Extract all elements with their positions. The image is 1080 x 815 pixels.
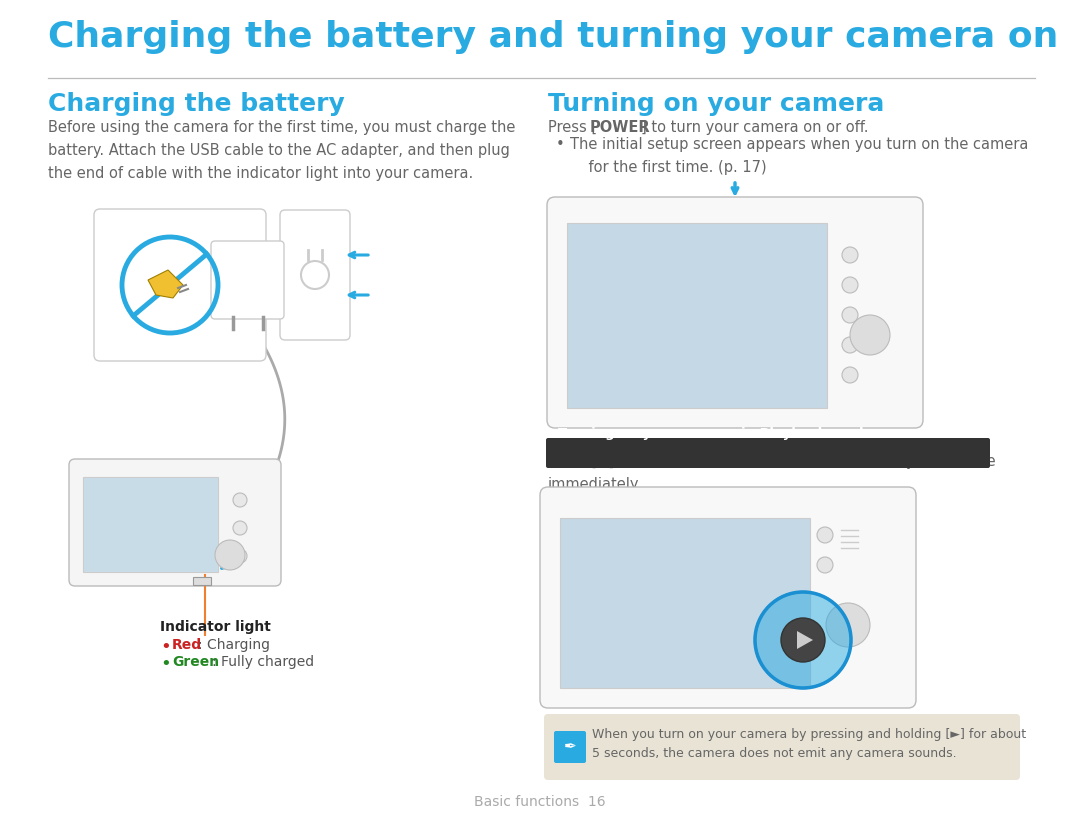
Text: Turning on your camera in Playback mode: Turning on your camera in Playback mode	[558, 427, 873, 440]
Circle shape	[781, 618, 825, 662]
Circle shape	[816, 557, 833, 573]
Circle shape	[842, 337, 858, 353]
Text: Charging the battery: Charging the battery	[48, 92, 345, 116]
FancyBboxPatch shape	[540, 487, 916, 708]
Text: •: •	[160, 655, 171, 673]
FancyBboxPatch shape	[546, 438, 990, 468]
Circle shape	[850, 315, 890, 355]
FancyBboxPatch shape	[544, 714, 1020, 780]
Text: Charging the battery and turning your camera on: Charging the battery and turning your ca…	[48, 20, 1058, 54]
Text: Red: Red	[172, 638, 202, 652]
Text: POWER: POWER	[590, 120, 650, 135]
Text: ✒: ✒	[564, 739, 577, 755]
Bar	[561, 518, 810, 688]
FancyBboxPatch shape	[280, 210, 350, 340]
Circle shape	[233, 549, 247, 563]
Text: Press [: Press [	[548, 120, 597, 135]
Text: Basic functions  16: Basic functions 16	[474, 795, 606, 809]
Polygon shape	[797, 631, 813, 649]
Circle shape	[215, 540, 245, 570]
FancyBboxPatch shape	[69, 459, 281, 586]
Circle shape	[826, 603, 870, 647]
Circle shape	[842, 367, 858, 383]
Bar	[83, 477, 218, 572]
Bar	[193, 577, 211, 585]
Circle shape	[233, 493, 247, 507]
Circle shape	[842, 277, 858, 293]
Text: Press [►]. The camera turns on and accesses Playback mode
immediately.: Press [►]. The camera turns on and acces…	[548, 454, 996, 491]
FancyBboxPatch shape	[546, 197, 923, 428]
Circle shape	[233, 521, 247, 535]
Text: •: •	[160, 638, 171, 656]
Circle shape	[842, 247, 858, 263]
Polygon shape	[148, 270, 183, 298]
Text: Turning on your camera: Turning on your camera	[548, 92, 885, 116]
Bar	[567, 223, 827, 408]
Circle shape	[816, 527, 833, 543]
Text: •: •	[556, 137, 565, 152]
Text: Before using the camera for the first time, you must charge the
battery. Attach : Before using the camera for the first ti…	[48, 120, 515, 181]
Text: The initial setup screen appears when you turn on the camera
    for the first t: The initial setup screen appears when yo…	[570, 137, 1028, 174]
Text: ] to turn your camera on or off.: ] to turn your camera on or off.	[642, 120, 868, 135]
Text: : Fully charged: : Fully charged	[212, 655, 314, 669]
Text: : Charging: : Charging	[198, 638, 270, 652]
Text: Green: Green	[172, 655, 219, 669]
Text: When you turn on your camera by pressing and holding [►] for about
5 seconds, th: When you turn on your camera by pressing…	[592, 728, 1026, 760]
FancyBboxPatch shape	[94, 209, 266, 361]
Circle shape	[755, 592, 851, 688]
Circle shape	[842, 307, 858, 323]
Text: Indicator light: Indicator light	[160, 620, 271, 634]
FancyBboxPatch shape	[554, 731, 586, 763]
FancyBboxPatch shape	[211, 241, 284, 319]
